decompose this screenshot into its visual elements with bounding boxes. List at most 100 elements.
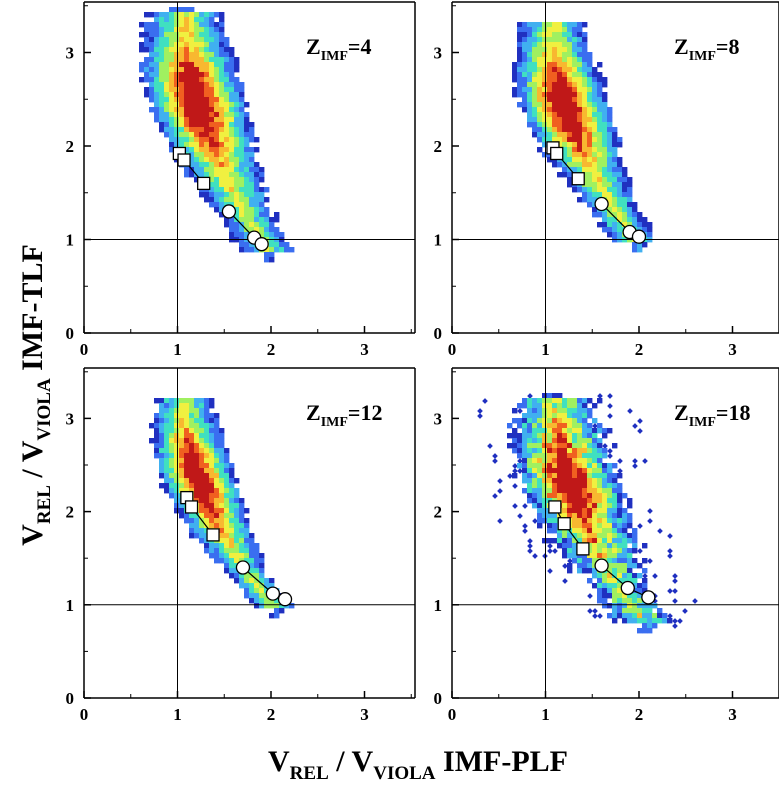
density-cell [517, 433, 523, 439]
density-cell [199, 458, 205, 464]
density-cell [194, 137, 200, 143]
density-cell [199, 47, 205, 53]
density-cell [532, 553, 538, 559]
density-cell [637, 217, 643, 223]
density-cell [244, 172, 250, 178]
density-cell [592, 403, 598, 409]
density-cell [567, 112, 573, 118]
density-cell [174, 142, 180, 148]
density-cell [537, 423, 543, 429]
density-cell [219, 42, 225, 48]
density-cell [607, 172, 613, 178]
density-cell [587, 478, 593, 484]
density-cell [547, 37, 553, 43]
density-cell [592, 127, 598, 133]
density-cell [592, 92, 598, 98]
density-cell [149, 72, 155, 78]
density-cell [602, 498, 608, 504]
density-cell [189, 27, 195, 33]
density-cell [164, 403, 170, 409]
density-cell [617, 543, 623, 549]
density-cell [144, 92, 150, 98]
density-cell [229, 222, 235, 228]
density-cell [582, 142, 588, 148]
density-cell [259, 207, 265, 213]
density-cell [562, 122, 568, 128]
density-cell [159, 418, 165, 424]
density-cell [219, 508, 225, 514]
density-cell [189, 428, 195, 434]
density-cell [219, 433, 225, 439]
density-cell [204, 508, 210, 514]
density-cell [622, 573, 628, 579]
density-cell [174, 32, 180, 38]
density-cell [139, 32, 145, 38]
density-cell [572, 122, 578, 128]
density-cell [547, 403, 553, 409]
density-cell [214, 423, 220, 429]
density-cell [229, 132, 235, 138]
density-cell [229, 62, 235, 68]
density-cell [542, 92, 548, 98]
density-cell [587, 508, 593, 514]
density-cell [184, 513, 190, 519]
density-cell [194, 478, 200, 484]
density-cell [199, 37, 205, 43]
density-cell [607, 508, 613, 514]
density-cell [184, 97, 190, 103]
density-cell [582, 398, 588, 404]
density-cell [562, 107, 568, 113]
density-cell [179, 22, 185, 28]
density-cell [229, 52, 235, 58]
density-cell [572, 72, 578, 78]
density-cell [269, 257, 275, 263]
density-cell [632, 578, 638, 584]
density-cell [672, 578, 678, 584]
density-cell [552, 97, 558, 103]
density-cell [567, 87, 573, 93]
density-cell [224, 137, 230, 143]
density-cell [567, 473, 573, 479]
density-cell [527, 72, 533, 78]
density-cell [239, 247, 245, 253]
density-cell [189, 518, 195, 524]
density-cell [632, 558, 638, 564]
density-cell [174, 428, 180, 434]
density-cell [179, 483, 185, 489]
density-cell [557, 97, 563, 103]
density-cell [612, 503, 618, 509]
density-cell [179, 142, 185, 148]
density-cell [179, 408, 185, 414]
density-cell [602, 598, 608, 604]
density-cell [189, 443, 195, 449]
density-cell [249, 247, 255, 253]
density-cell [622, 578, 628, 584]
density-cell [612, 147, 618, 153]
density-cell [249, 558, 255, 564]
density-cell [552, 37, 558, 43]
density-cell [239, 508, 245, 514]
density-cell [577, 72, 583, 78]
density-cell [572, 558, 578, 564]
density-cell [169, 458, 175, 464]
density-cell [522, 87, 528, 93]
density-cell [617, 187, 623, 193]
density-cell [557, 142, 563, 148]
x-tick-label: 3 [728, 340, 737, 359]
density-cell [607, 167, 613, 173]
density-cell [602, 157, 608, 163]
density-cell [602, 137, 608, 143]
density-cell [507, 473, 513, 479]
density-cell [234, 172, 240, 178]
density-cell [219, 498, 225, 504]
density-cell [219, 453, 225, 459]
density-cell [214, 127, 220, 133]
density-cell [189, 72, 195, 78]
density-cell [194, 533, 200, 539]
density-cell [592, 533, 598, 539]
density-cell [557, 107, 563, 113]
density-cell [224, 122, 230, 128]
density-cell [627, 533, 633, 539]
density-cell [547, 443, 553, 449]
density-cell [229, 122, 235, 128]
